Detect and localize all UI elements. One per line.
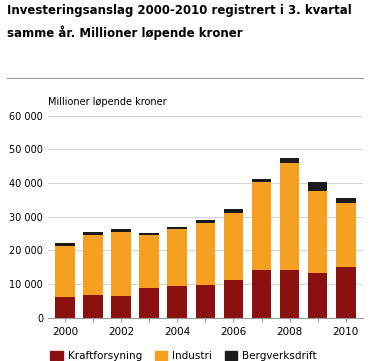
Bar — [308, 182, 327, 191]
Bar — [223, 209, 243, 213]
Bar — [336, 267, 356, 318]
Legend: Kraftforsyning, Industri, Bergverksdrift: Kraftforsyning, Industri, Bergverksdrift — [50, 351, 317, 361]
Bar — [55, 245, 75, 297]
Text: Millioner løpende kroner: Millioner løpende kroner — [48, 97, 167, 108]
Bar — [223, 280, 243, 318]
Bar — [111, 296, 131, 318]
Text: Investeringsanslag 2000-2010 registrert i 3. kvartal: Investeringsanslag 2000-2010 registrert … — [7, 4, 352, 17]
Bar — [168, 229, 187, 286]
Bar — [55, 297, 75, 318]
Bar — [111, 229, 131, 232]
Bar — [168, 286, 187, 318]
Bar — [308, 191, 327, 273]
Bar — [336, 198, 356, 203]
Bar — [195, 223, 215, 285]
Bar — [280, 158, 299, 163]
Bar — [83, 232, 103, 235]
Bar — [139, 235, 159, 288]
Bar — [195, 220, 215, 223]
Text: samme år. Millioner løpende kroner: samme år. Millioner løpende kroner — [7, 25, 243, 40]
Bar — [280, 270, 299, 318]
Bar — [83, 295, 103, 318]
Bar — [252, 179, 271, 182]
Bar — [83, 235, 103, 295]
Bar — [55, 243, 75, 245]
Bar — [168, 227, 187, 229]
Bar — [252, 270, 271, 318]
Bar — [139, 233, 159, 235]
Bar — [308, 273, 327, 318]
Bar — [223, 213, 243, 280]
Bar — [139, 288, 159, 318]
Bar — [280, 163, 299, 270]
Bar — [195, 285, 215, 318]
Bar — [252, 182, 271, 270]
Bar — [336, 203, 356, 267]
Bar — [111, 232, 131, 296]
